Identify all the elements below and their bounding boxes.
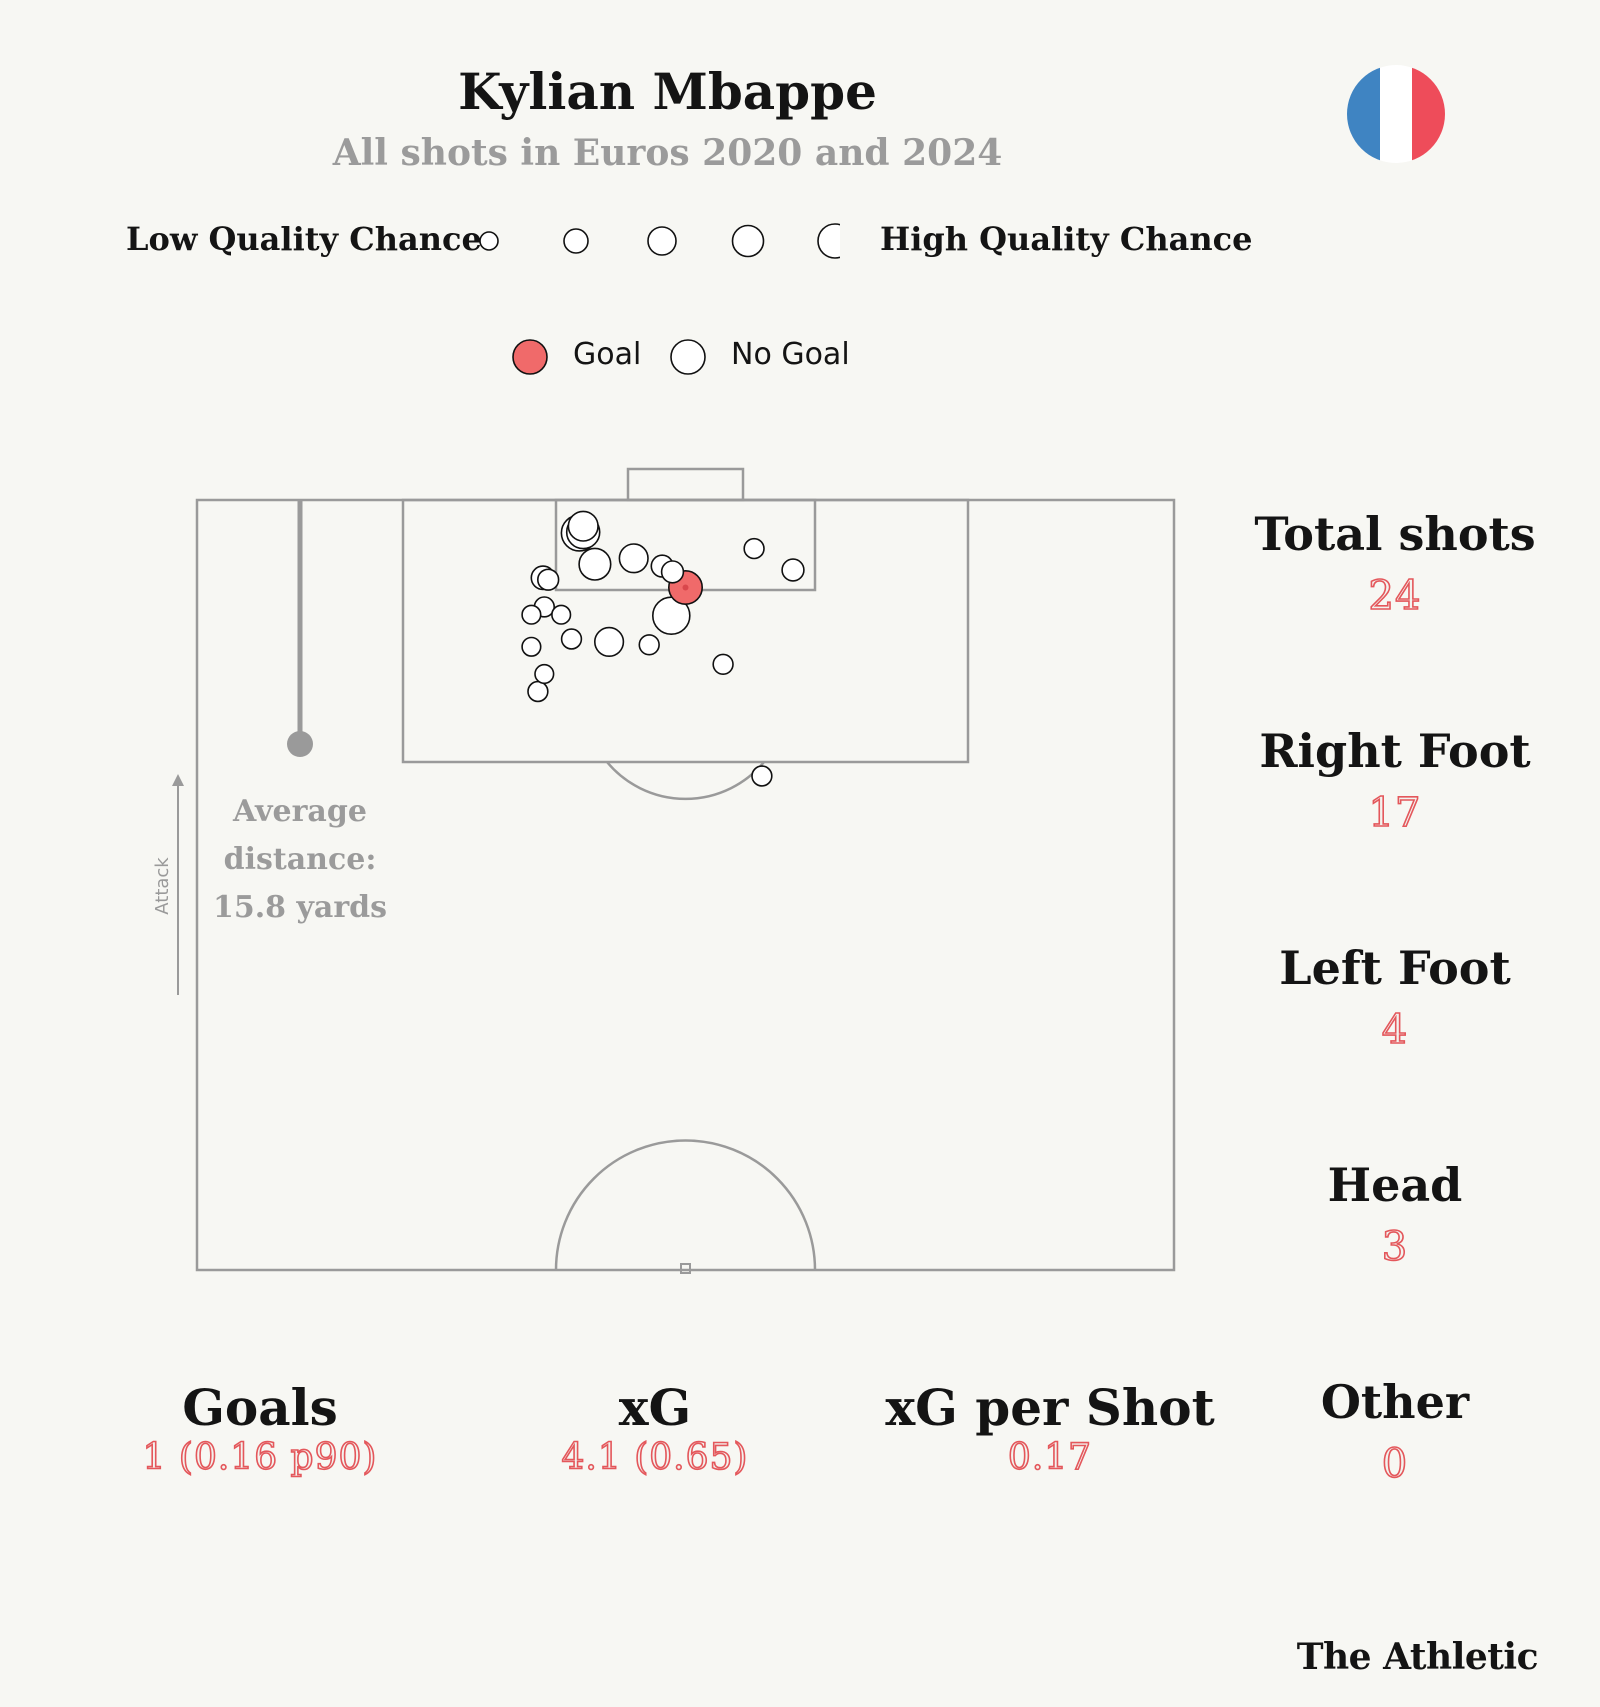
stat-goals-label: Goals xyxy=(182,1378,338,1437)
legend-size-1 xyxy=(479,231,499,251)
pitch-lines xyxy=(195,467,1176,1274)
legend-no-goal-label: No Goal xyxy=(731,337,850,372)
shot-marker xyxy=(551,604,572,625)
stat-other-value: 0 xyxy=(1381,1440,1409,1488)
goal-frame xyxy=(626,467,745,502)
shot-marker xyxy=(527,680,549,703)
stat-goals: Goals 1 (0.16 p90) xyxy=(110,1378,410,1479)
avg-distance-dot xyxy=(287,731,313,757)
shot-marker xyxy=(751,765,773,787)
attack-arrow-head xyxy=(172,774,184,786)
avg-line-1: Average xyxy=(233,794,367,829)
page-subtitle: All shots in Euros 2020 and 2024 xyxy=(332,132,1003,174)
shot-marker xyxy=(638,634,660,656)
stat-total-shots: Total shots 24 xyxy=(1245,507,1545,620)
stat-goals-value: 1 (0.16 p90) xyxy=(142,1436,378,1479)
stat-right-foot-value: 17 xyxy=(1368,789,1422,837)
shot-marker xyxy=(536,568,560,591)
stat-left-foot-value: 4 xyxy=(1381,1006,1409,1054)
legend-goal-label: Goal xyxy=(573,337,642,372)
legend-size-3 xyxy=(647,226,677,256)
france-flag-icon xyxy=(1347,65,1445,163)
shot-marker xyxy=(593,626,625,658)
shot-marker xyxy=(781,558,805,582)
flag-red-band xyxy=(1412,65,1445,163)
penalty-arc xyxy=(606,761,765,801)
legend-size-2 xyxy=(563,228,589,254)
stat-left-foot-label: Left Foot xyxy=(1279,941,1511,995)
shot-marker xyxy=(578,547,612,581)
stat-xg-per-shot: xG per Shot 0.17 xyxy=(870,1378,1230,1479)
legend-low-quality: Low Quality Chance xyxy=(126,220,482,258)
stat-xg-label: xG xyxy=(618,1378,692,1437)
center-circle xyxy=(554,1139,817,1271)
stat-head: Head 3 xyxy=(1245,1158,1545,1271)
stat-head-value: 3 xyxy=(1381,1223,1409,1271)
stat-xg-per-shot-label: xG per Shot xyxy=(885,1378,1215,1437)
attack-label: Attack xyxy=(152,857,173,915)
stat-xg-per-shot-value: 0.17 xyxy=(1007,1436,1093,1479)
shot-marker xyxy=(712,653,734,675)
flag-white-band xyxy=(1380,65,1412,163)
stat-xg-value: 4.1 (0.65) xyxy=(561,1436,749,1479)
shots-layer xyxy=(521,510,805,787)
shot-marker xyxy=(567,510,599,542)
center-spot xyxy=(680,1263,691,1274)
shot-map: Attack xyxy=(152,467,1176,1274)
average-distance-label: Average distance: 15.8 yards xyxy=(210,788,390,932)
page-title: Kylian Mbappe xyxy=(458,62,877,121)
flag-blue-band xyxy=(1347,65,1380,163)
shot-marker xyxy=(618,543,649,574)
stat-left-foot: Left Foot 4 xyxy=(1245,941,1545,1054)
brand-logo: The Athletic xyxy=(1296,1636,1539,1678)
legend-size-5 xyxy=(817,223,840,259)
legend-size-circles xyxy=(479,223,840,259)
stat-right-foot-label: Right Foot xyxy=(1259,724,1531,778)
stat-xg: xG 4.1 (0.65) xyxy=(505,1378,805,1479)
legend-no-goal-marker xyxy=(670,339,706,375)
shot-marker xyxy=(560,628,583,650)
legend-goal-marker xyxy=(512,339,548,375)
stat-head-label: Head xyxy=(1327,1158,1463,1212)
shot-marker xyxy=(743,537,765,560)
legend-size-4 xyxy=(731,224,765,258)
shot-goal-center-dot xyxy=(682,584,689,591)
stat-right-foot: Right Foot 17 xyxy=(1245,724,1545,837)
stat-total-shots-label: Total shots xyxy=(1254,507,1536,561)
shot-marker xyxy=(534,663,555,685)
shot-marker xyxy=(521,604,542,625)
legend-high-quality: High Quality Chance xyxy=(880,220,1253,258)
shot-marker xyxy=(521,636,542,657)
stat-total-shots-value: 24 xyxy=(1368,572,1422,620)
penalty-box xyxy=(401,498,970,764)
stat-other-label: Other xyxy=(1320,1375,1470,1429)
shot-marker xyxy=(660,560,685,584)
avg-line-3: 15.8 yards xyxy=(212,890,388,925)
avg-line-2: distance: xyxy=(223,842,377,877)
stat-other: Other 0 xyxy=(1245,1375,1545,1488)
